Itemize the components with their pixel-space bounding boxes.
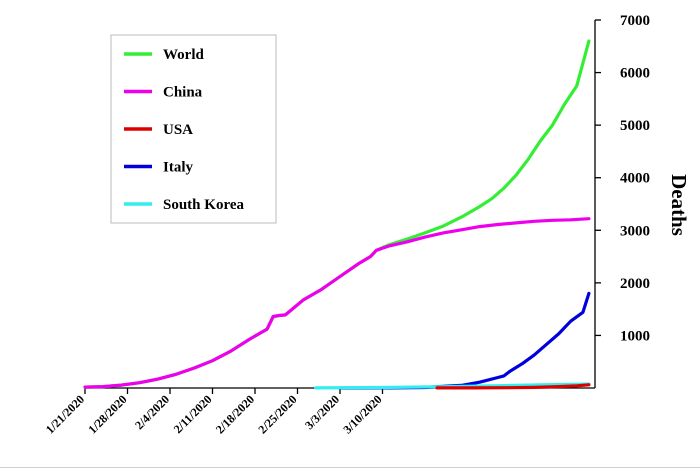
series-line-usa	[435, 383, 591, 390]
y-tick-label: 7000	[620, 13, 650, 29]
y-tick-label: 6000	[620, 66, 650, 82]
y-ticks: 1000 2000 3000 4000 5000 6000 7000	[595, 13, 650, 344]
x-tick-label: 3/3/2020	[302, 392, 342, 432]
series-line-china	[83, 217, 591, 389]
y-tick-label: 4000	[620, 171, 650, 187]
legend-label-usa: USA	[163, 122, 193, 138]
legend-label-world: World	[163, 47, 204, 63]
series-lines	[83, 39, 591, 390]
y-tick-label: 3000	[620, 223, 650, 239]
x-tick-label: 3/10/2020	[340, 392, 384, 436]
x-tick-label: 2/11/2020	[171, 392, 215, 436]
y-axis-label: Deaths	[667, 174, 691, 236]
legend-label-south-korea: South Korea	[163, 197, 244, 213]
x-tick-label: 1/28/2020	[85, 392, 129, 436]
y-tick-label: 5000	[620, 118, 650, 134]
series-line-italy	[338, 291, 591, 390]
x-tick-label: 1/21/2020	[43, 392, 87, 436]
series-line-south-korea	[314, 382, 591, 390]
bottom-divider	[0, 467, 700, 468]
x-tick-label: 2/18/2020	[213, 392, 257, 436]
legend-label-italy: Italy	[163, 160, 194, 176]
y-tick-label: 2000	[620, 276, 650, 292]
x-tick-label: 2/25/2020	[255, 392, 299, 436]
legend-label-china: China	[163, 85, 203, 101]
legend: World China USA Italy South Korea	[110, 34, 277, 224]
y-tick-label: 1000	[620, 328, 650, 344]
x-tick-label: 2/4/2020	[132, 392, 172, 432]
